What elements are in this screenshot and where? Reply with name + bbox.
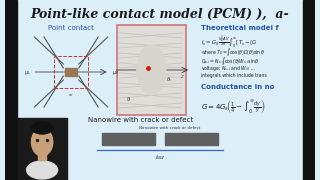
Text: $z$: $z$ xyxy=(180,73,185,80)
Ellipse shape xyxy=(27,161,58,179)
Text: integrals which include trans: integrals which include trans xyxy=(201,73,266,78)
Text: $\mu_L$: $\mu_L$ xyxy=(24,69,30,77)
Text: $l_{NW}$: $l_{NW}$ xyxy=(155,153,165,162)
Ellipse shape xyxy=(31,128,53,156)
Text: Point-like contact model (PCM) ),  a-: Point-like contact model (PCM) ), a- xyxy=(31,8,289,21)
Bar xyxy=(303,0,315,180)
Text: where $T_0=\!\int\!\cos(\theta)D(\theta)\sin\theta$: where $T_0=\!\int\!\cos(\theta)D(\theta)… xyxy=(201,47,265,58)
Text: Point contact: Point contact xyxy=(48,25,94,31)
Bar xyxy=(165,133,218,145)
Text: $\mu_R$: $\mu_R$ xyxy=(112,69,119,77)
Text: Conductance in no: Conductance in no xyxy=(201,84,274,90)
Bar xyxy=(38,148,46,160)
Text: $a_c$: $a_c$ xyxy=(68,92,74,99)
Text: $\theta_i$: $\theta_i$ xyxy=(126,96,132,104)
Text: Nanowire with crack or defect: Nanowire with crack or defect xyxy=(139,126,200,130)
Bar xyxy=(102,133,155,145)
Ellipse shape xyxy=(31,122,53,134)
Text: Nanowire with crack or defect: Nanowire with crack or defect xyxy=(88,117,193,123)
Text: $G = 4G_s\!\left(\frac{1}{4}-\int_0^\infty\frac{dy}{y}\right)$: $G = 4G_s\!\left(\frac{1}{4}-\int_0^\inf… xyxy=(201,98,265,115)
Bar xyxy=(54,56,89,88)
Text: Theoretical model f: Theoretical model f xyxy=(201,25,278,31)
Bar xyxy=(65,68,77,76)
Text: voltage; $N_{s,i}$ and $W_{(i)}$ ...: voltage; $N_{s,i}$ and $W_{(i)}$ ... xyxy=(201,65,256,73)
Bar xyxy=(116,25,186,115)
Text: $\theta_s$: $\theta_s$ xyxy=(166,76,173,84)
Bar xyxy=(5,0,17,180)
Ellipse shape xyxy=(137,45,166,95)
Text: $\Omega_{s,i}=N_{s,i}\!\int\!\cos(\theta)W_{s,i}\sin\theta$: $\Omega_{s,i}=N_{s,i}\!\int\!\cos(\theta… xyxy=(201,56,259,67)
Bar xyxy=(17,118,67,180)
Text: $I_s = G_0\,\frac{k_B^2 AV}{2\pi}\int_0^\infty [T_s-(G$: $I_s = G_0\,\frac{k_B^2 AV}{2\pi}\int_0^… xyxy=(201,35,257,51)
